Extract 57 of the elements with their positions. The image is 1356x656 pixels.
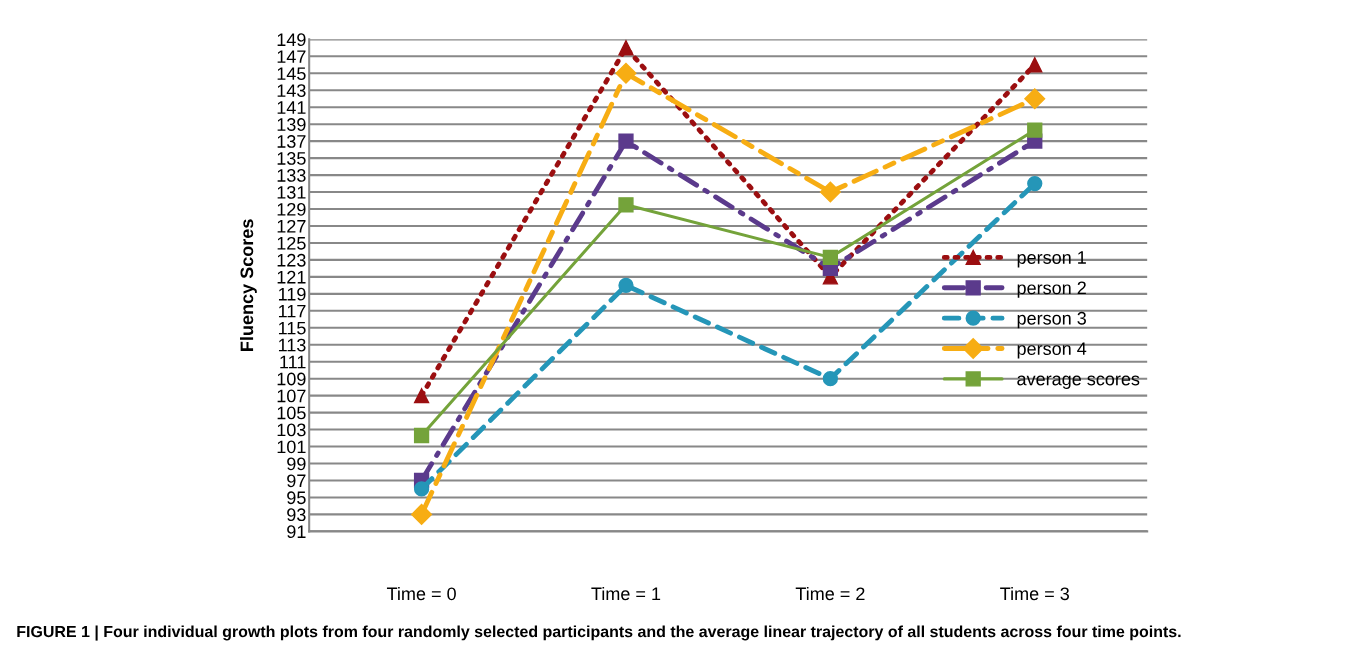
point (413, 481, 430, 497)
x-tick-label: Time = 1 (591, 586, 661, 601)
y-tick-label: 117 (278, 304, 306, 318)
point (1027, 122, 1043, 138)
y-tick-label: 135 (277, 152, 306, 165)
y-tick-label: 115 (278, 321, 306, 335)
y-tick-label: 103 (277, 423, 306, 437)
legend-label: person 2 (1017, 281, 1086, 298)
caption: FIGURE 1 | Four individual growth plots from four randomly selected participants and the average linear trajectory of all students across four time points. (17, 625, 1181, 641)
y-tick-label: 137 (277, 135, 306, 148)
point (1027, 57, 1043, 73)
y-tick-label: 109 (277, 372, 306, 386)
point (618, 133, 634, 149)
y-tick-label: 113 (278, 338, 306, 352)
point (413, 427, 430, 444)
x-tick-label: Time = 3 (1000, 586, 1069, 601)
y-tick-label: 105 (277, 406, 306, 420)
legend-label: person 3 (1017, 311, 1086, 329)
y-tick-label: 141 (277, 101, 306, 114)
point (1027, 175, 1043, 192)
point (822, 249, 839, 266)
point (1024, 88, 1046, 110)
point (822, 371, 839, 387)
point (618, 40, 634, 56)
y-tick-label: 129 (277, 202, 306, 216)
y-tick-label: 111 (280, 355, 306, 369)
y-tick-label: 149 (277, 33, 306, 47)
point (618, 277, 634, 293)
y-tick-label: 147 (277, 50, 306, 63)
y-tick-label: 131 (277, 185, 306, 199)
point (819, 181, 841, 203)
legend-label: person 1 (1017, 251, 1086, 268)
y-tick-label: 95 (287, 491, 306, 505)
x-tick-label: Time = 2 (795, 586, 865, 601)
y-tick-label: 91 (287, 525, 306, 539)
y-tick-label: 101 (277, 440, 306, 454)
y-tick-label: 127 (277, 219, 306, 233)
y-axis-title: Fluency Scores (239, 219, 257, 351)
y-tick-label: 93 (287, 508, 306, 522)
legend-label: average scores (1017, 375, 1140, 389)
y-tick-label: 143 (277, 84, 306, 97)
y-tick-label: 107 (277, 389, 306, 403)
y-tick-label: 145 (277, 67, 306, 81)
y-tick-label: 97 (287, 474, 306, 488)
legend-label: person 4 (1017, 342, 1087, 359)
y-tick-label: 99 (287, 457, 306, 471)
x-tick-label: Time = 0 (386, 586, 456, 601)
point (411, 503, 433, 525)
y-tick-label: 133 (277, 169, 306, 182)
y-tick-label: 125 (277, 236, 306, 250)
y-tick-label: 119 (278, 287, 306, 301)
y-tick-label: 121 (277, 270, 306, 284)
y-tick-label: 123 (277, 253, 306, 267)
point (413, 387, 430, 404)
y-tick-label: 139 (277, 118, 306, 131)
point (615, 62, 637, 84)
point (618, 197, 634, 213)
